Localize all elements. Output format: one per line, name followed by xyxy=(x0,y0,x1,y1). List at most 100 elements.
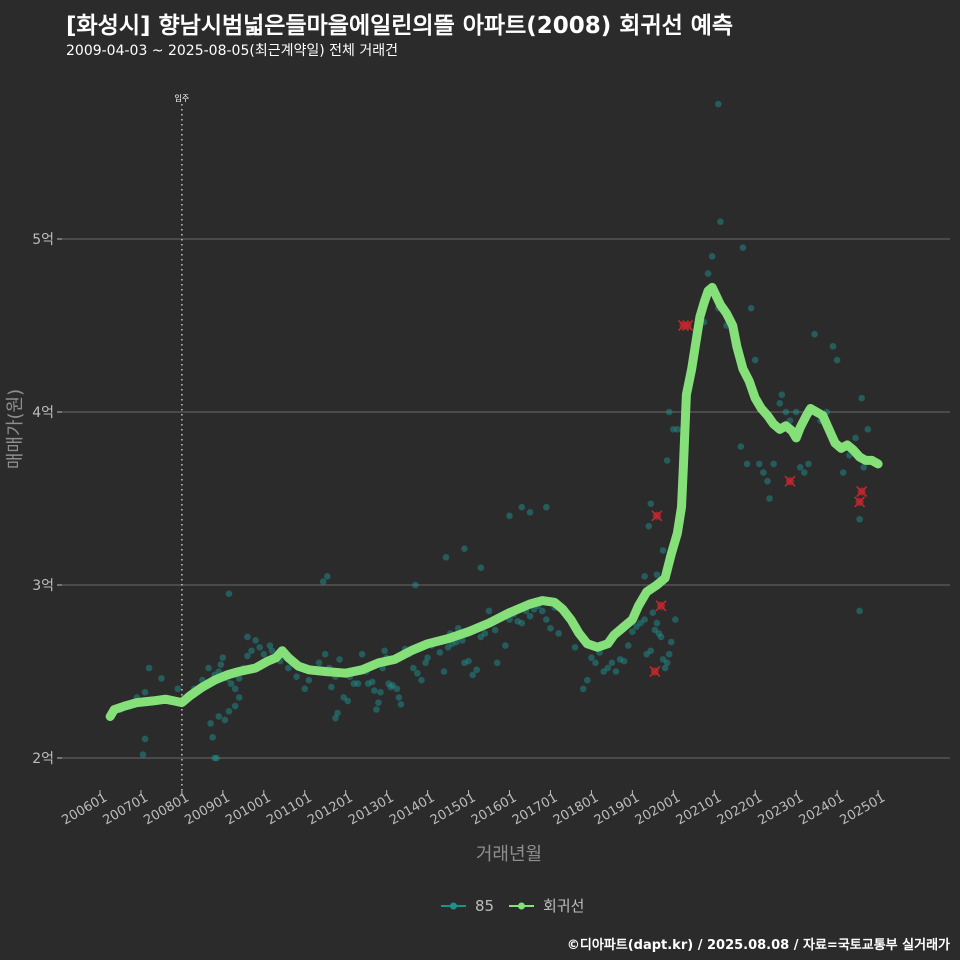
outlier-cross xyxy=(655,600,667,612)
grid-lines xyxy=(60,238,950,759)
data-point xyxy=(645,522,653,530)
data-point xyxy=(465,657,472,665)
data-point xyxy=(518,503,526,511)
x-tick-label: 201701 xyxy=(510,790,560,828)
data-point xyxy=(315,659,323,667)
legend-85-marker xyxy=(450,902,457,910)
data-point xyxy=(393,685,401,693)
chart-title: [화성시] 향남시범넓은들마을에일린의뜰 아파트(2008) 회귀선 예측 xyxy=(66,13,734,39)
data-point xyxy=(641,616,648,623)
outlier-cross xyxy=(651,510,663,522)
x-tick-label: 202401 xyxy=(797,790,847,828)
data-point xyxy=(461,545,468,552)
data-point xyxy=(792,408,800,416)
move-in-annotation: 입주 xyxy=(175,94,190,790)
data-point xyxy=(418,676,425,684)
data-point xyxy=(663,457,671,464)
x-tick-label: 201801 xyxy=(551,790,601,828)
data-point xyxy=(319,578,327,585)
data-point xyxy=(217,661,225,668)
data-point xyxy=(397,701,405,708)
data-point xyxy=(473,666,481,674)
data-points-85 xyxy=(117,100,872,762)
regression-line xyxy=(105,282,883,721)
y-axis-ticks: 2억 3억 4억 5억 xyxy=(32,232,62,767)
data-point xyxy=(647,647,655,655)
data-point xyxy=(424,654,431,661)
data-point xyxy=(225,707,233,715)
data-point xyxy=(235,675,243,682)
data-point xyxy=(369,678,376,686)
data-point xyxy=(543,616,550,623)
outlier-cross xyxy=(649,665,661,678)
data-point xyxy=(219,654,227,661)
data-point xyxy=(641,573,648,580)
data-point xyxy=(231,702,239,710)
data-point xyxy=(801,469,808,476)
outlier-cross xyxy=(682,319,694,332)
data-point xyxy=(518,619,526,627)
data-point xyxy=(715,100,722,108)
data-point xyxy=(506,512,513,520)
data-point xyxy=(663,659,671,667)
legend-85-label: 85 xyxy=(475,897,494,915)
data-point xyxy=(667,638,675,646)
data-point xyxy=(653,619,661,627)
data-point xyxy=(649,609,657,616)
data-point xyxy=(268,647,276,655)
data-point xyxy=(375,699,382,706)
data-point xyxy=(661,664,669,672)
x-tick-label: 200701 xyxy=(100,790,150,828)
legend-regression-label: 회귀선 xyxy=(543,897,584,915)
data-point xyxy=(231,685,239,693)
data-point xyxy=(778,391,786,399)
x-tick-label: 202001 xyxy=(633,790,683,828)
data-point xyxy=(332,714,339,722)
data-point xyxy=(260,650,268,658)
data-point xyxy=(856,515,863,523)
data-point xyxy=(629,628,636,636)
data-point xyxy=(653,571,661,578)
data-point xyxy=(371,687,378,694)
data-point xyxy=(213,754,221,762)
x-tick-label: 201101 xyxy=(264,790,314,828)
data-point xyxy=(708,252,716,260)
data-point xyxy=(856,607,863,615)
data-point xyxy=(612,668,620,675)
data-point xyxy=(227,680,235,687)
legend-regression-marker xyxy=(518,902,525,910)
data-point xyxy=(751,356,759,364)
data-point xyxy=(502,642,509,649)
outlier-cross xyxy=(856,486,868,498)
data-point xyxy=(782,408,790,416)
move-in-label: 입주 xyxy=(175,94,190,103)
data-point xyxy=(412,581,419,589)
data-point xyxy=(547,624,554,632)
data-point xyxy=(543,503,550,511)
data-point xyxy=(839,469,847,476)
data-point xyxy=(860,464,868,471)
data-point xyxy=(442,554,450,561)
data-point xyxy=(811,330,818,338)
data-point xyxy=(225,590,233,597)
data-point xyxy=(766,495,773,502)
data-point xyxy=(592,659,599,667)
y-tick-label: 3억 xyxy=(32,578,54,594)
data-point xyxy=(584,676,591,684)
data-point xyxy=(414,669,421,677)
data-point xyxy=(493,659,501,667)
data-point xyxy=(674,426,681,433)
data-point xyxy=(334,709,341,717)
x-tick-label: 202501 xyxy=(838,790,888,828)
data-point xyxy=(770,460,777,468)
data-point xyxy=(760,469,767,476)
data-point xyxy=(526,509,534,516)
data-point xyxy=(248,647,255,655)
data-point xyxy=(305,676,313,684)
data-point xyxy=(323,573,331,580)
x-axis-label: 거래년월 xyxy=(476,844,542,865)
x-tick-label: 201301 xyxy=(346,790,396,828)
chart-subtitle: 2009-04-03 ~ 2025-08-05(최근계약일) 전체 거래건 xyxy=(66,43,398,59)
x-tick-label: 202201 xyxy=(715,790,765,828)
data-point xyxy=(477,564,485,571)
